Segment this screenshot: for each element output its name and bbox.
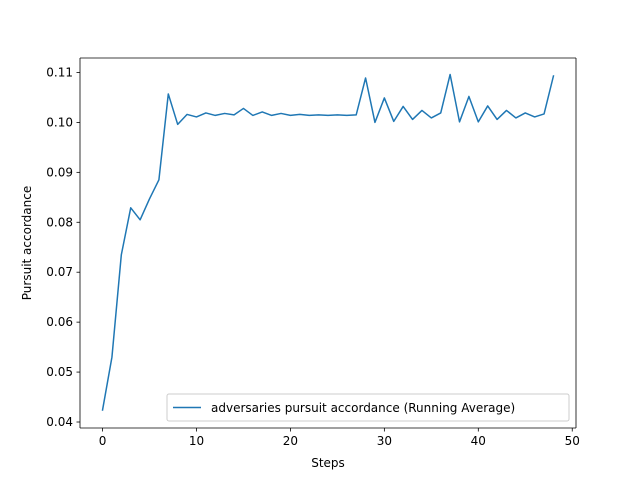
series-layer <box>101 73 555 411</box>
x-tick-label: 0 <box>99 434 107 448</box>
series-line <box>101 73 555 411</box>
legend-box <box>166 393 570 422</box>
y-tick-label: 0.07 <box>46 265 73 279</box>
y-tick-label: 0.06 <box>46 315 73 329</box>
x-tick-label: 40 <box>471 434 486 448</box>
x-axis-title: Steps <box>311 456 345 470</box>
x-tick-label: 30 <box>377 434 392 448</box>
legend-label: adversaries pursuit accordance (Running … <box>211 401 515 415</box>
axes-frame <box>79 57 577 429</box>
legend: adversaries pursuit accordance (Running … <box>166 393 570 422</box>
x-tick-label: 10 <box>189 434 204 448</box>
y-tick-label: 0.04 <box>46 415 73 429</box>
x-tick-label: 50 <box>565 434 580 448</box>
y-tick-label: 0.09 <box>46 165 73 179</box>
y-tick-label: 0.08 <box>46 215 73 229</box>
x-tick-label: 20 <box>283 434 298 448</box>
y-tick-label: 0.11 <box>46 65 73 79</box>
ticks-layer: 0 10 20 30 40 50 0.04 0.05 0.06 0.07 0.08 0.09 0.10 0… <box>46 65 580 448</box>
y-tick-label: 0.05 <box>46 365 73 379</box>
plot-area <box>80 58 576 428</box>
y-tick-label: 0.10 <box>46 115 73 129</box>
y-axis-title: Pursuit accordance <box>20 186 34 300</box>
